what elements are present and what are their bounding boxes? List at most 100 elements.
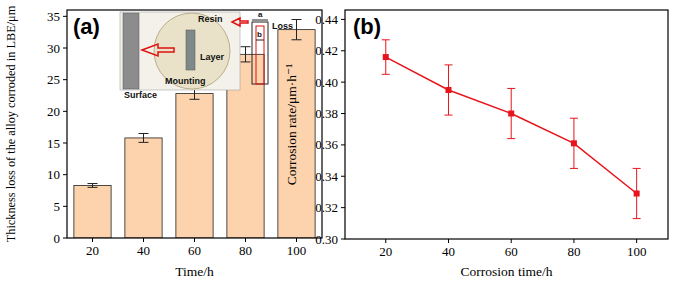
x-tick	[573, 239, 574, 243]
y-tick	[63, 48, 67, 49]
inset-schematic	[256, 26, 264, 84]
inset-resin	[154, 13, 230, 89]
error-cap	[292, 39, 302, 40]
error-stem	[245, 47, 246, 62]
error-cap	[444, 115, 452, 116]
inset-dim	[252, 20, 268, 21]
plot-marks	[74, 20, 315, 239]
y-tick-label: 35	[47, 9, 60, 24]
y-tick	[63, 143, 67, 144]
y-tick	[63, 16, 67, 17]
annotation: Loss	[272, 21, 293, 31]
annotation: b	[257, 30, 262, 39]
error-cap	[507, 88, 515, 89]
x-tick	[194, 238, 195, 242]
annotation: Resin	[198, 14, 223, 24]
inset: Surface Resin Layer Mounting Lossa b	[120, 10, 293, 100]
x-tick	[92, 238, 93, 242]
y-tick-label: 0.36	[315, 137, 338, 152]
error-bar	[241, 47, 251, 62]
marker	[383, 54, 389, 60]
y-tick-label: 0.40	[315, 75, 338, 90]
error-cap	[382, 39, 390, 40]
y-tick	[63, 206, 67, 207]
inset-arrow	[142, 44, 174, 56]
x-tick-label: 20	[379, 244, 392, 259]
inset-schematic	[252, 22, 268, 84]
plot-frame	[67, 10, 322, 238]
error-stem	[296, 20, 297, 40]
inset-surface	[123, 13, 139, 89]
plot-frame	[345, 10, 668, 239]
error-bar	[633, 168, 641, 218]
error-cap	[190, 99, 200, 100]
error-cap	[139, 142, 149, 143]
y-tick-label: 0.44	[315, 12, 338, 27]
x-tick-label: 60	[505, 244, 518, 259]
error-cap	[139, 133, 149, 134]
x-tick-label: 80	[239, 243, 252, 258]
error-cap	[633, 168, 641, 169]
annotation: a	[258, 10, 263, 19]
inset-dim	[256, 40, 264, 41]
y-tick-label: 0	[54, 231, 61, 246]
x-tick-label: 40	[442, 244, 455, 259]
line	[386, 57, 637, 193]
marker	[508, 111, 514, 117]
y-tick-label: 0.30	[315, 232, 338, 247]
x-tick-label: 80	[567, 244, 580, 259]
x-tick	[296, 238, 297, 242]
error-cap	[88, 183, 98, 184]
error-bar	[139, 134, 149, 143]
plot-marks	[382, 40, 641, 219]
error-cap	[241, 61, 251, 62]
inset-arrow	[232, 18, 248, 26]
y-tick	[63, 111, 67, 112]
y-axis-label: Thickness loss of the alloy corroded in …	[4, 5, 18, 242]
marker	[571, 140, 577, 146]
y-tick-label: 25	[47, 72, 60, 87]
x-tick	[143, 238, 144, 242]
y-tick-label: 30	[47, 41, 60, 56]
error-cap	[292, 19, 302, 20]
x-tick-label: 20	[86, 243, 99, 258]
y-tick	[341, 82, 345, 83]
bar	[278, 30, 315, 238]
x-tick-label: 100	[287, 243, 307, 258]
error-cap	[88, 187, 98, 188]
error-bar	[88, 184, 98, 188]
annotation: Mounting	[165, 76, 205, 86]
marker	[634, 191, 640, 197]
y-tick-label: 10	[47, 167, 60, 182]
error-cap	[241, 46, 251, 47]
bar	[176, 94, 213, 238]
y-tick-label: 20	[47, 104, 60, 119]
x-axis-label: Corrosion time/h	[461, 264, 553, 279]
error-cap	[570, 118, 578, 119]
y-axis-label: Corrosion rate/μm·h⁻¹	[284, 64, 299, 186]
inset-layer	[186, 30, 195, 70]
error-cap	[444, 64, 452, 65]
inset-bg	[120, 12, 240, 90]
y-tick	[341, 176, 345, 177]
error-bar	[507, 88, 515, 138]
error-stem	[92, 184, 93, 188]
annotation: Layer	[200, 52, 225, 62]
y-tick	[63, 174, 67, 175]
error-cap	[507, 138, 515, 139]
y-tick	[341, 144, 345, 145]
x-tick-label: 40	[137, 243, 150, 258]
y-tick	[63, 79, 67, 80]
error-bar	[570, 118, 578, 168]
y-tick	[341, 207, 345, 208]
y-tick	[341, 50, 345, 51]
annotation: Surface	[124, 90, 157, 100]
y-tick-label: 0.42	[315, 43, 338, 58]
error-bar	[444, 65, 452, 115]
y-tick-label: 0.38	[315, 106, 338, 121]
x-tick-label: 100	[627, 244, 647, 259]
figure: 2040608010005101520253035Time/hThickness…	[0, 0, 685, 283]
panel-label: (b)	[353, 14, 381, 39]
x-tick	[448, 239, 449, 243]
y-tick-label: 0.32	[315, 200, 338, 215]
